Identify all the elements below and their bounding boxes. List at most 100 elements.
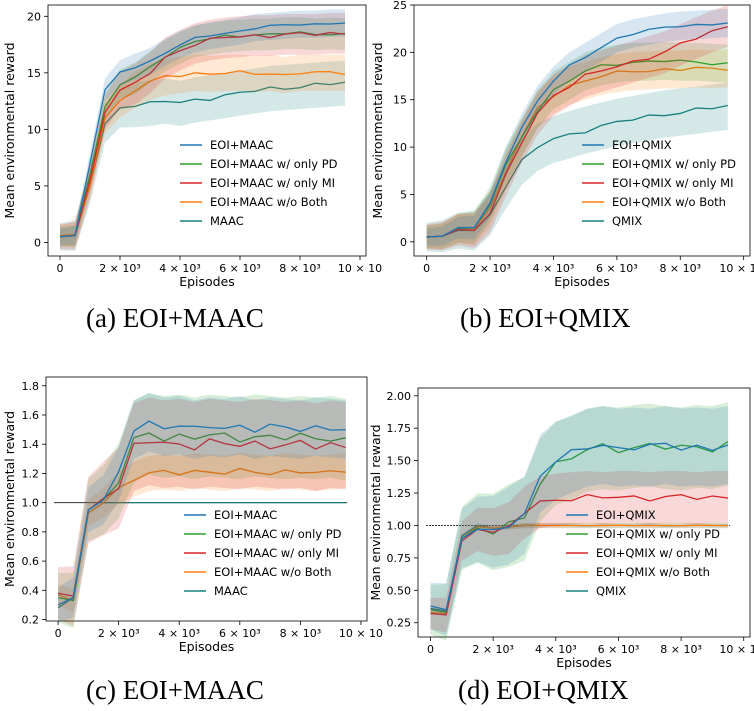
series-band-1 [60,17,345,247]
y-tick-label: 0.2 [22,614,40,627]
legend-entry: EOI+QMIX w/ only MI [612,176,733,190]
y-tick-label: 0.50 [387,584,412,597]
series-line-4 [59,81,346,238]
x-axis-label: Episodes [179,639,235,654]
series-band-1 [430,402,729,641]
legend-entry: EOI+QMIX [596,508,656,522]
chart-panel-1: 0 2 × 10³ 4 × 10³ 6 × 10³ 8 × 10³ 10 × 10³ 0 5 1… [370,0,754,289]
series-line-3 [57,467,346,602]
y-tick-label: 25 [393,0,407,12]
y-axis-label: Mean environmental reward [370,42,385,218]
y-tick-label: 15 [393,94,407,107]
series-band-3 [58,452,346,613]
y-tick-label: 0 [400,236,407,249]
y-tick-label: 1.4 [22,438,40,451]
legend-entry: QMIX [612,214,642,228]
y-tick-label: 1.25 [387,487,412,500]
x-tick-label: 10 × 10³ [719,262,754,275]
series-line-2 [59,31,346,238]
y-tick-label: 1.50 [387,455,412,468]
plot-frame [47,4,367,257]
x-tick-label: 10 × 10 [338,262,382,275]
caption-a: (a) EOI+MAAC [86,303,264,333]
y-tick-label: 20 [393,46,407,59]
series-line-1 [59,31,346,238]
legend-entry: EOI+QMIX w/ only MI [596,546,717,560]
y-tick-label: 0.75 [387,552,412,565]
legend-entry: EOI+QMIX w/ only PD [596,527,720,541]
series-band-2 [60,12,345,250]
y-axis-label: Mean environmental reward [2,411,17,587]
series-band-2 [426,5,728,251]
y-tick-label: 1.00 [387,519,412,532]
y-axis-label: Mean environmental reward [368,424,383,600]
x-tick-label: 8 × 10³ [280,627,322,640]
legend-entry: EOI+QMIX w/ only PD [612,157,736,171]
series-line-3 [430,524,729,615]
legend-entry: EOI+MAAC w/o Both [214,565,332,579]
y-tick-label: 0 [34,236,41,249]
series-band-0 [426,8,728,246]
x-axis-label: Episodes [554,274,610,289]
x-tick-label: 8 × 10³ [659,262,701,275]
y-tick-label: 10 [27,123,41,136]
y-axis-label: Mean environmental reward [2,42,17,218]
legend-entry: EOI+MAAC [214,508,277,522]
x-tick-label: 2 × 10³ [99,262,141,275]
legend-entry: EOI+MAAC w/o Both [210,195,328,209]
series-line-3 [426,66,728,238]
x-axis-label: Episodes [556,655,612,670]
x-tick-label: 2 × 10³ [472,643,514,656]
x-tick-label: 6 × 10³ [219,262,261,275]
chart-panel-2: 0 2 × 10³ 4 × 10³ 6 × 10³ 8 × 10³ 10 × 10 0.2 0… [2,376,383,654]
y-tick-label: 1.75 [387,422,412,435]
y-tick-label: 5 [400,188,407,201]
x-tick-label: 4 × 10³ [535,643,577,656]
series-line-2 [426,26,728,238]
legend-entry: EOI+QMIX w/o Both [612,195,726,209]
plot-frame [417,387,751,638]
x-tick-label: 2 × 10³ [469,262,511,275]
y-tick-label: 0.6 [22,555,40,568]
legend-entry: MAAC [214,584,248,598]
y-tick-label: 20 [27,10,41,23]
series-line-2 [57,438,347,597]
x-tick-label: 0 [423,262,430,275]
plot-frame [413,4,751,257]
x-tick-label: 8 × 10³ [279,262,321,275]
series-band-0 [430,406,729,637]
x-tick-label: 0 [55,627,62,640]
x-tick-label: 6 × 10³ [219,627,261,640]
plot-frame [45,376,368,622]
y-tick-label: 10 [393,141,407,154]
caption-c: (c) EOI+MAAC [86,675,264,705]
series-band-1 [58,393,346,629]
y-tick-label: 1.8 [22,380,40,393]
x-tick-label: 4 × 10³ [158,627,200,640]
y-tick-label: 15 [27,67,41,80]
series-band-4 [60,60,345,252]
caption-b: (b) EOI+QMIX [460,303,631,333]
x-tick-label: 4 × 10³ [159,262,201,275]
x-tick-label: 10 × 10³ [719,643,754,656]
x-tick-label: 6 × 10³ [598,643,640,656]
series-line-0 [426,22,728,238]
y-tick-label: 1.6 [22,409,40,422]
series-line-0 [57,420,346,606]
y-tick-label: 0.4 [22,584,40,597]
series-band-4 [426,82,728,253]
legend-entry: EOI+QMIX w/o Both [596,565,710,579]
chart-panel-0: 0 2 × 10³ 4 × 10³ 6 × 10³ 8 × 10³ 10 × 10 0 5 10… [2,4,382,289]
y-tick-label: 1.0 [22,497,40,510]
series-band-2 [430,471,729,633]
x-tick-label: 10 × 10 [339,627,383,640]
x-tick-label: 2 × 10³ [98,627,140,640]
series-line-4 [57,502,346,609]
legend-entry: EOI+MAAC w/ only MI [210,176,335,190]
series-band-3 [60,54,345,247]
legend-entry: EOI+MAAC w/ only PD [210,157,338,171]
legend-entry: EOI+MAAC [210,138,273,152]
x-tick-label: 0 [427,643,434,656]
x-tick-label: 0 [57,262,64,275]
